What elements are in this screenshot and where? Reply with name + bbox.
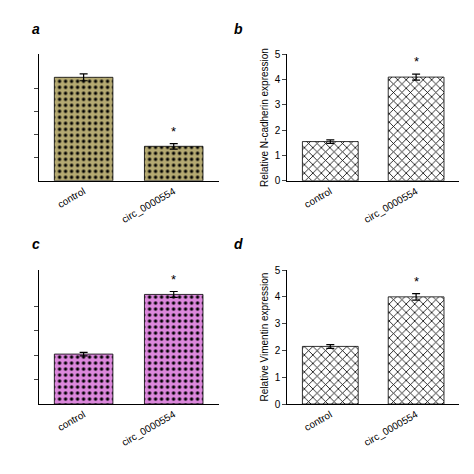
svg-text:3: 3 — [275, 318, 281, 329]
svg-text:*: * — [414, 54, 419, 69]
svg-text:circ_0000554: circ_0000554 — [362, 185, 420, 225]
svg-text:control: control — [302, 185, 333, 210]
svg-text:b: b — [234, 21, 243, 37]
svg-text:control: control — [56, 185, 87, 210]
svg-text:c: c — [32, 236, 40, 252]
svg-text:2: 2 — [275, 125, 281, 136]
svg-text:5: 5 — [275, 265, 281, 276]
svg-text:1: 1 — [275, 372, 281, 383]
svg-text:Relative N-cadherin expression: Relative N-cadherin expression — [259, 48, 270, 187]
svg-text:circ_0000554: circ_0000554 — [120, 408, 178, 448]
svg-text:*: * — [171, 272, 176, 287]
svg-text:5: 5 — [275, 49, 281, 60]
svg-text:3: 3 — [275, 99, 281, 110]
svg-text:*: * — [414, 274, 419, 289]
svg-text:circ_0000554: circ_0000554 — [120, 185, 178, 225]
svg-text:4: 4 — [275, 74, 281, 85]
svg-text:a: a — [32, 21, 40, 37]
svg-text:2: 2 — [275, 345, 281, 356]
svg-text:4: 4 — [275, 291, 281, 302]
svg-text:control: control — [56, 409, 87, 434]
svg-text:*: * — [171, 124, 176, 139]
svg-text:d: d — [234, 236, 243, 252]
svg-text:1: 1 — [275, 150, 281, 161]
svg-text:control: control — [302, 409, 333, 434]
svg-text:0: 0 — [275, 399, 281, 410]
svg-text:0: 0 — [275, 175, 281, 186]
svg-text:circ_0000554: circ_0000554 — [362, 408, 420, 448]
svg-text:Relative Vimentin expression: Relative Vimentin expression — [259, 273, 270, 402]
